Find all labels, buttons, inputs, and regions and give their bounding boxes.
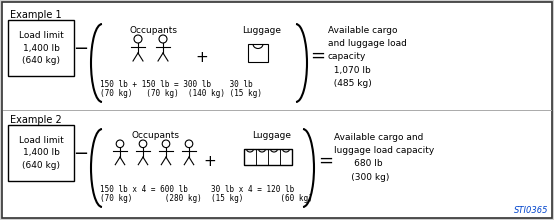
- Text: Example 2: Example 2: [10, 115, 61, 125]
- FancyBboxPatch shape: [248, 44, 268, 62]
- FancyBboxPatch shape: [8, 125, 74, 181]
- FancyBboxPatch shape: [244, 149, 256, 165]
- Text: STI0365: STI0365: [514, 206, 548, 215]
- FancyBboxPatch shape: [268, 149, 280, 165]
- Text: −: −: [74, 40, 89, 58]
- Text: +: +: [204, 154, 217, 169]
- Text: 150 lb x 4 = 600 lb     30 lb x 4 = 120 lb: 150 lb x 4 = 600 lb 30 lb x 4 = 120 lb: [100, 185, 294, 194]
- FancyBboxPatch shape: [2, 2, 552, 218]
- Text: Load limit
1,400 lb
(640 kg): Load limit 1,400 lb (640 kg): [19, 136, 63, 170]
- Text: 150 lb + 150 lb = 300 lb    30 lb: 150 lb + 150 lb = 300 lb 30 lb: [100, 80, 253, 89]
- Text: =: =: [319, 152, 334, 170]
- Text: −: −: [74, 145, 89, 163]
- FancyBboxPatch shape: [280, 149, 292, 165]
- Text: (70 kg)   (70 kg)  (140 kg) (15 kg): (70 kg) (70 kg) (140 kg) (15 kg): [100, 89, 262, 98]
- Text: Luggage: Luggage: [253, 131, 291, 140]
- FancyBboxPatch shape: [8, 20, 74, 76]
- FancyBboxPatch shape: [256, 149, 268, 165]
- Text: (70 kg)       (280 kg)  (15 kg)        (60 kg): (70 kg) (280 kg) (15 kg) (60 kg): [100, 194, 313, 203]
- Text: Luggage: Luggage: [243, 26, 281, 35]
- Text: =: =: [310, 47, 326, 65]
- Text: Available cargo
and luggage load
capacity
  1,070 lb
  (485 kg): Available cargo and luggage load capacit…: [328, 26, 407, 88]
- Text: Occupants: Occupants: [132, 131, 180, 140]
- Text: Available cargo and
luggage load capacity
       680 lb
      (300 kg): Available cargo and luggage load capacit…: [334, 133, 434, 182]
- Text: Example 1: Example 1: [10, 10, 61, 20]
- Text: Occupants: Occupants: [130, 26, 178, 35]
- Text: Load limit
1,400 lb
(640 kg): Load limit 1,400 lb (640 kg): [19, 31, 63, 65]
- Text: +: +: [196, 50, 208, 64]
